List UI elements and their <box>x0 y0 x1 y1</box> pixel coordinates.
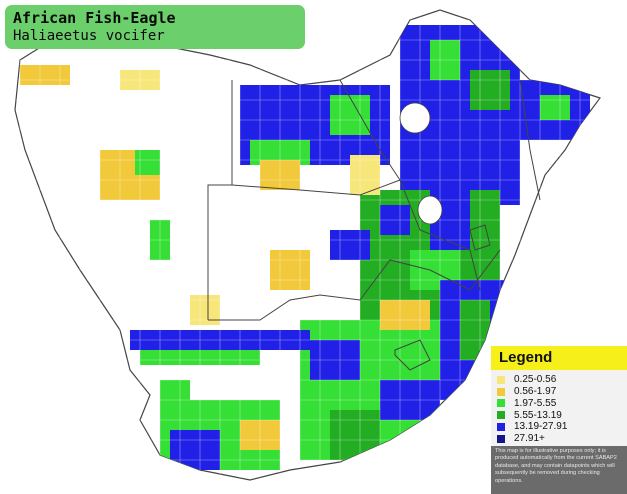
legend-swatch <box>497 434 505 443</box>
legend-item: 13.19-27.91 <box>497 421 627 433</box>
legend-item: 27.91+ <box>497 433 627 445</box>
legend-label: 0.25-0.56 <box>514 374 557 386</box>
title-box: African Fish-Eagle Haliaeetus vocifer <box>5 5 305 49</box>
country-borders <box>207 79 541 371</box>
legend-heading: Legend <box>491 346 627 370</box>
lake-1 <box>399 102 431 134</box>
legend-label: 5.55-13.19 <box>514 409 562 421</box>
legend-label: 0.56-1.97 <box>514 386 557 398</box>
legend-swatch <box>497 422 505 431</box>
legend-label: 1.97-5.55 <box>514 397 557 409</box>
species-common-name: African Fish-Eagle <box>13 9 176 27</box>
lake-2 <box>417 195 443 225</box>
legend: Legend 0.25-0.56 0.56-1.97 1.97-5.55 5.5… <box>491 346 627 494</box>
legend-swatch <box>497 375 505 384</box>
legend-item: 0.25-0.56 <box>497 374 627 386</box>
legend-label: 27.91+ <box>514 433 545 445</box>
legend-item: 5.55-13.19 <box>497 409 627 421</box>
legend-swatch <box>497 387 505 396</box>
legend-item: 0.56-1.97 <box>497 386 627 398</box>
legend-swatch <box>497 399 505 408</box>
legend-swatch <box>497 411 505 420</box>
species-scientific-name: Haliaeetus vocifer <box>13 28 165 44</box>
legend-item: 1.97-5.55 <box>497 398 627 410</box>
legend-disclaimer: This map is for illustrative purposes on… <box>491 446 627 494</box>
legend-items: 0.25-0.56 0.56-1.97 1.97-5.55 5.55-13.19… <box>491 370 627 444</box>
legend-label: 13.19-27.91 <box>514 421 568 433</box>
